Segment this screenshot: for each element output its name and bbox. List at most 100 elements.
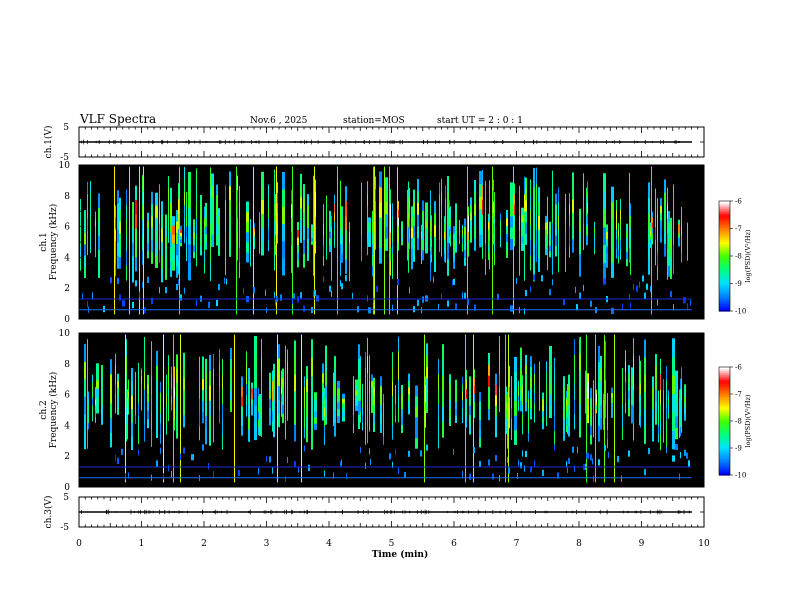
spectrogram-cell bbox=[421, 224, 422, 232]
spectrogram-cell bbox=[213, 368, 214, 384]
spectrogram-cell bbox=[470, 212, 472, 221]
spectrogram-cell bbox=[269, 407, 271, 417]
spectrogram-cell bbox=[193, 238, 195, 246]
spectrogram-cell bbox=[306, 378, 308, 392]
spectrogram-cell bbox=[545, 222, 547, 230]
spectrogram-cell bbox=[542, 422, 544, 430]
spectrogram-cell bbox=[110, 373, 112, 389]
spectrogram-cell bbox=[314, 289, 316, 296]
spectrogram-cell bbox=[311, 339, 313, 359]
spectrogram-cell bbox=[558, 187, 559, 202]
spectrogram-cell bbox=[663, 379, 664, 391]
spectrogram-cell bbox=[294, 340, 296, 358]
sferic-spike bbox=[253, 166, 254, 315]
spectrogram-cell bbox=[138, 403, 139, 418]
spectrogram-cell bbox=[522, 375, 523, 386]
spectrogram-cell bbox=[80, 246, 81, 259]
spectrogram-cell bbox=[126, 219, 127, 236]
spectrogram-cell bbox=[417, 299, 419, 307]
spectrogram-cell bbox=[156, 365, 158, 381]
spectrogram-cell bbox=[178, 213, 179, 230]
spectrogram-cell bbox=[681, 216, 682, 226]
spectrogram-cell bbox=[519, 260, 520, 276]
spectrogram-cell bbox=[230, 400, 232, 412]
spectrogram-cell bbox=[620, 198, 621, 210]
spectrogram-cell bbox=[184, 179, 185, 193]
spectrogram-cell bbox=[311, 234, 313, 239]
spectrogram-cell bbox=[672, 430, 675, 450]
spectrogram-cell bbox=[261, 241, 264, 256]
spectrogram-cell bbox=[392, 203, 393, 217]
spectrogram-cell bbox=[650, 222, 651, 228]
spectrogram-cell bbox=[285, 407, 286, 424]
spectrogram-cell bbox=[603, 191, 606, 210]
spectrogram-cell bbox=[95, 226, 96, 235]
colorbar-segment bbox=[719, 467, 730, 471]
spectrogram-cell bbox=[368, 222, 371, 228]
spectrogram-cell bbox=[511, 407, 512, 419]
spectrogram-cell bbox=[598, 377, 600, 395]
spectrogram-cell bbox=[138, 416, 139, 431]
spectrogram-cell bbox=[606, 260, 608, 268]
spectrogram-cell bbox=[565, 194, 566, 208]
spectrogram-cell bbox=[409, 238, 410, 249]
spectrogram-cell bbox=[155, 230, 158, 244]
spectrogram-cell bbox=[672, 375, 675, 395]
spectrogram-cell bbox=[90, 228, 91, 242]
spectrogram-cell bbox=[667, 263, 668, 280]
spectrogram-cell bbox=[579, 242, 581, 255]
colorbar-segment bbox=[719, 248, 730, 252]
spectrogram-cell bbox=[684, 414, 686, 421]
frequency-tick-label: 4 bbox=[64, 253, 70, 263]
spectrogram-cell bbox=[675, 404, 678, 417]
spectrogram-cell bbox=[127, 397, 128, 407]
colorbar-tick-label: -8 bbox=[735, 253, 742, 261]
spectrogram-cell bbox=[84, 266, 86, 279]
spectrogram-cell bbox=[629, 202, 630, 219]
spectrogram-cell bbox=[334, 369, 336, 384]
spectrogram-cell bbox=[341, 252, 343, 263]
spectrogram-cell bbox=[568, 405, 570, 417]
spectrogram-cell bbox=[87, 206, 88, 219]
spectrogram-cell bbox=[470, 204, 472, 213]
spectrogram-cell bbox=[95, 219, 96, 228]
spectrogram-cell bbox=[533, 186, 535, 207]
spectrogram-cell bbox=[593, 408, 594, 419]
spectrogram-cell bbox=[337, 387, 340, 396]
spectrogram-cell bbox=[274, 186, 275, 204]
sferic-spike bbox=[236, 166, 237, 315]
spectrogram-cell bbox=[334, 382, 336, 397]
spectrogram-cell bbox=[172, 261, 175, 271]
spectrogram-cell bbox=[667, 233, 668, 250]
spectrogram-cell bbox=[225, 229, 226, 246]
spectrogram-cell bbox=[141, 382, 142, 390]
spectrogram-cell bbox=[259, 414, 261, 423]
spectrogram-cell bbox=[648, 448, 650, 455]
spectrogram-cell bbox=[208, 301, 210, 309]
spectrogram-cell bbox=[667, 187, 668, 204]
spectrogram-cell bbox=[246, 362, 247, 374]
spectrogram-cell bbox=[441, 204, 442, 219]
spectrogram-cell bbox=[371, 374, 373, 382]
spectrogram-cell bbox=[274, 253, 275, 271]
colorbar-segment bbox=[719, 444, 730, 447]
sferic-spike bbox=[374, 166, 375, 315]
spectrogram-cell bbox=[274, 202, 275, 221]
spectrogram-cell bbox=[687, 235, 688, 242]
spectrogram-cell bbox=[449, 374, 451, 384]
spectrogram-cell bbox=[664, 243, 666, 257]
spectrogram-cell bbox=[495, 405, 497, 417]
spectrogram-cell bbox=[92, 405, 93, 414]
spectrogram-cell bbox=[401, 424, 403, 433]
spectrogram-cell bbox=[415, 406, 418, 418]
spectrogram-cell bbox=[311, 224, 313, 229]
spectrogram-cell bbox=[282, 257, 285, 276]
spectrogram-cell bbox=[680, 426, 681, 437]
spectrogram-cell bbox=[121, 448, 123, 455]
spectrogram-cell bbox=[84, 210, 86, 222]
spectrogram-cell bbox=[552, 256, 553, 275]
spectrogram-cell bbox=[303, 211, 305, 227]
spectrogram-cell bbox=[297, 222, 299, 231]
spectrogram-cell bbox=[470, 219, 472, 228]
